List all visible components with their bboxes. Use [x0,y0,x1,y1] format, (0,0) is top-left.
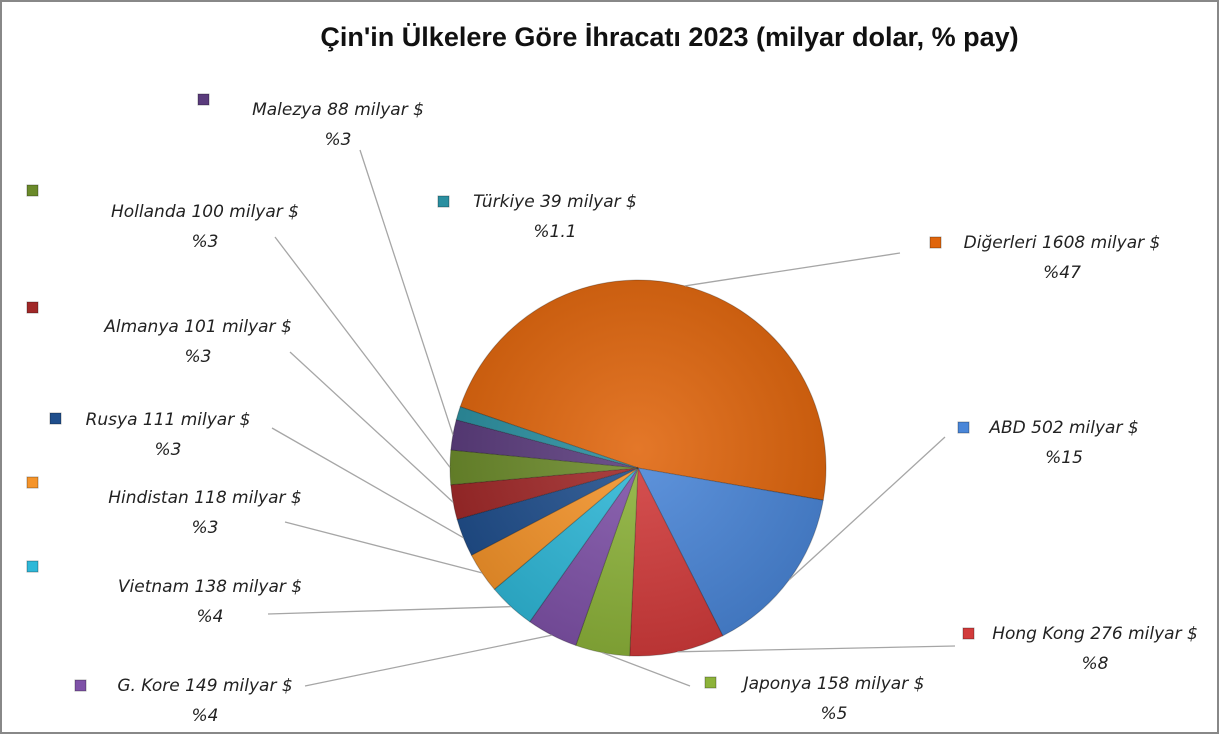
value-label: 111 milyar $ [142,410,251,430]
legend-swatch [929,236,942,249]
category-label: Malezya [252,100,322,120]
share-label: %1.1 [533,222,577,242]
label-line: Hindistan 118 milyar $ [85,483,325,513]
value-label: 118 milyar $ [194,488,302,508]
category-label: Diğerleri [963,233,1037,253]
label-line: Almanya 101 milyar $ [78,312,318,342]
share-label: %4 [191,706,219,726]
share-label: %47 [1043,263,1081,283]
legend-swatch [962,627,975,640]
data-label: Almanya 101 milyar $ %3 [78,312,318,372]
share-label: %8 [1081,654,1109,674]
data-label: Malezya 88 milyar $ %3 [228,95,448,155]
label-line: Diğerleri 1608 milyar $ [942,228,1182,258]
value-label: 502 milyar $ [1031,418,1139,438]
leader-line [289,351,454,503]
share-label: %3 [184,347,212,367]
label-line: Hong Kong 276 milyar $ [975,619,1215,649]
share-label: %3 [154,440,182,460]
label-line: Türkiye 39 milyar $ [455,187,655,217]
legend-swatch [26,184,39,197]
data-label: Hindistan 118 milyar $ %3 [85,483,325,543]
category-label: ABD [989,418,1026,438]
share-label: %3 [324,130,352,150]
value-label: 39 milyar $ [540,192,637,212]
pie [449,279,827,657]
value-label: 88 milyar $ [327,100,424,120]
share-label: %15 [1045,448,1083,468]
category-label: Vietnam [117,577,190,597]
category-label: Hollanda [111,202,187,222]
data-label: Hollanda 100 milyar $ %3 [85,197,325,257]
share-label: %4 [196,607,224,627]
leader-line [359,149,454,435]
label-line: Japonya 158 milyar $ [719,669,949,699]
legend-swatch [957,421,970,434]
category-label: G. Kore [117,676,180,696]
label-line: Hollanda 100 milyar $ [85,197,325,227]
leader-line [602,651,691,687]
data-label: Japonya 158 milyar $ %5 [719,669,949,729]
label-line: Vietnam 138 milyar $ [95,572,325,602]
leader-line [304,634,553,687]
legend-swatch [26,476,39,489]
leader-line [274,236,451,468]
category-label: Japonya [743,674,812,694]
value-label: 100 milyar $ [191,202,299,222]
legend-swatch [26,301,39,314]
value-label: 1608 milyar $ [1041,233,1161,253]
value-label: 276 milyar $ [1090,624,1198,644]
label-line: Rusya 111 milyar $ [68,405,268,435]
leader-line [677,645,956,653]
label-line: ABD 502 milyar $ [964,413,1164,443]
data-label: Vietnam 138 milyar $ %4 [95,572,325,632]
value-label: 149 milyar $ [185,676,293,696]
share-label: %3 [191,232,219,252]
legend-swatch [704,676,717,689]
data-label: Diğerleri 1608 milyar $ %47 [942,228,1182,288]
category-label: Almanya [104,317,179,337]
share-label: %3 [191,518,219,538]
value-label: 158 milyar $ [816,674,925,694]
data-label: G. Kore 149 milyar $ %4 [90,671,320,731]
data-label: Hong Kong 276 milyar $ %8 [975,619,1215,679]
legend-swatch [437,195,450,208]
data-label: ABD 502 milyar $ %15 [964,413,1164,473]
category-label: Hong Kong [992,624,1085,644]
category-label: Hindistan [108,488,189,508]
label-line: G. Kore 149 milyar $ [90,671,320,701]
legend-swatch [49,412,62,425]
legend-swatch [74,679,87,692]
leader-line [271,427,464,539]
leader-line [284,521,483,574]
value-label: 138 milyar $ [194,577,303,597]
legend-swatch [26,560,39,573]
leader-line [684,252,901,287]
category-label: Rusya [85,410,138,430]
category-label: Türkiye [473,192,535,212]
share-label: %5 [820,704,848,724]
value-label: 101 milyar $ [184,317,292,337]
data-label: Rusya 111 milyar $ %3 [68,405,268,465]
label-line: Malezya 88 milyar $ [228,95,448,125]
legend-swatch [197,93,210,106]
data-label: Türkiye 39 milyar $ %1.1 [455,187,655,247]
chart-title: Çin'in Ülkelere Göre İhracatı 2023 (mily… [320,22,1019,52]
